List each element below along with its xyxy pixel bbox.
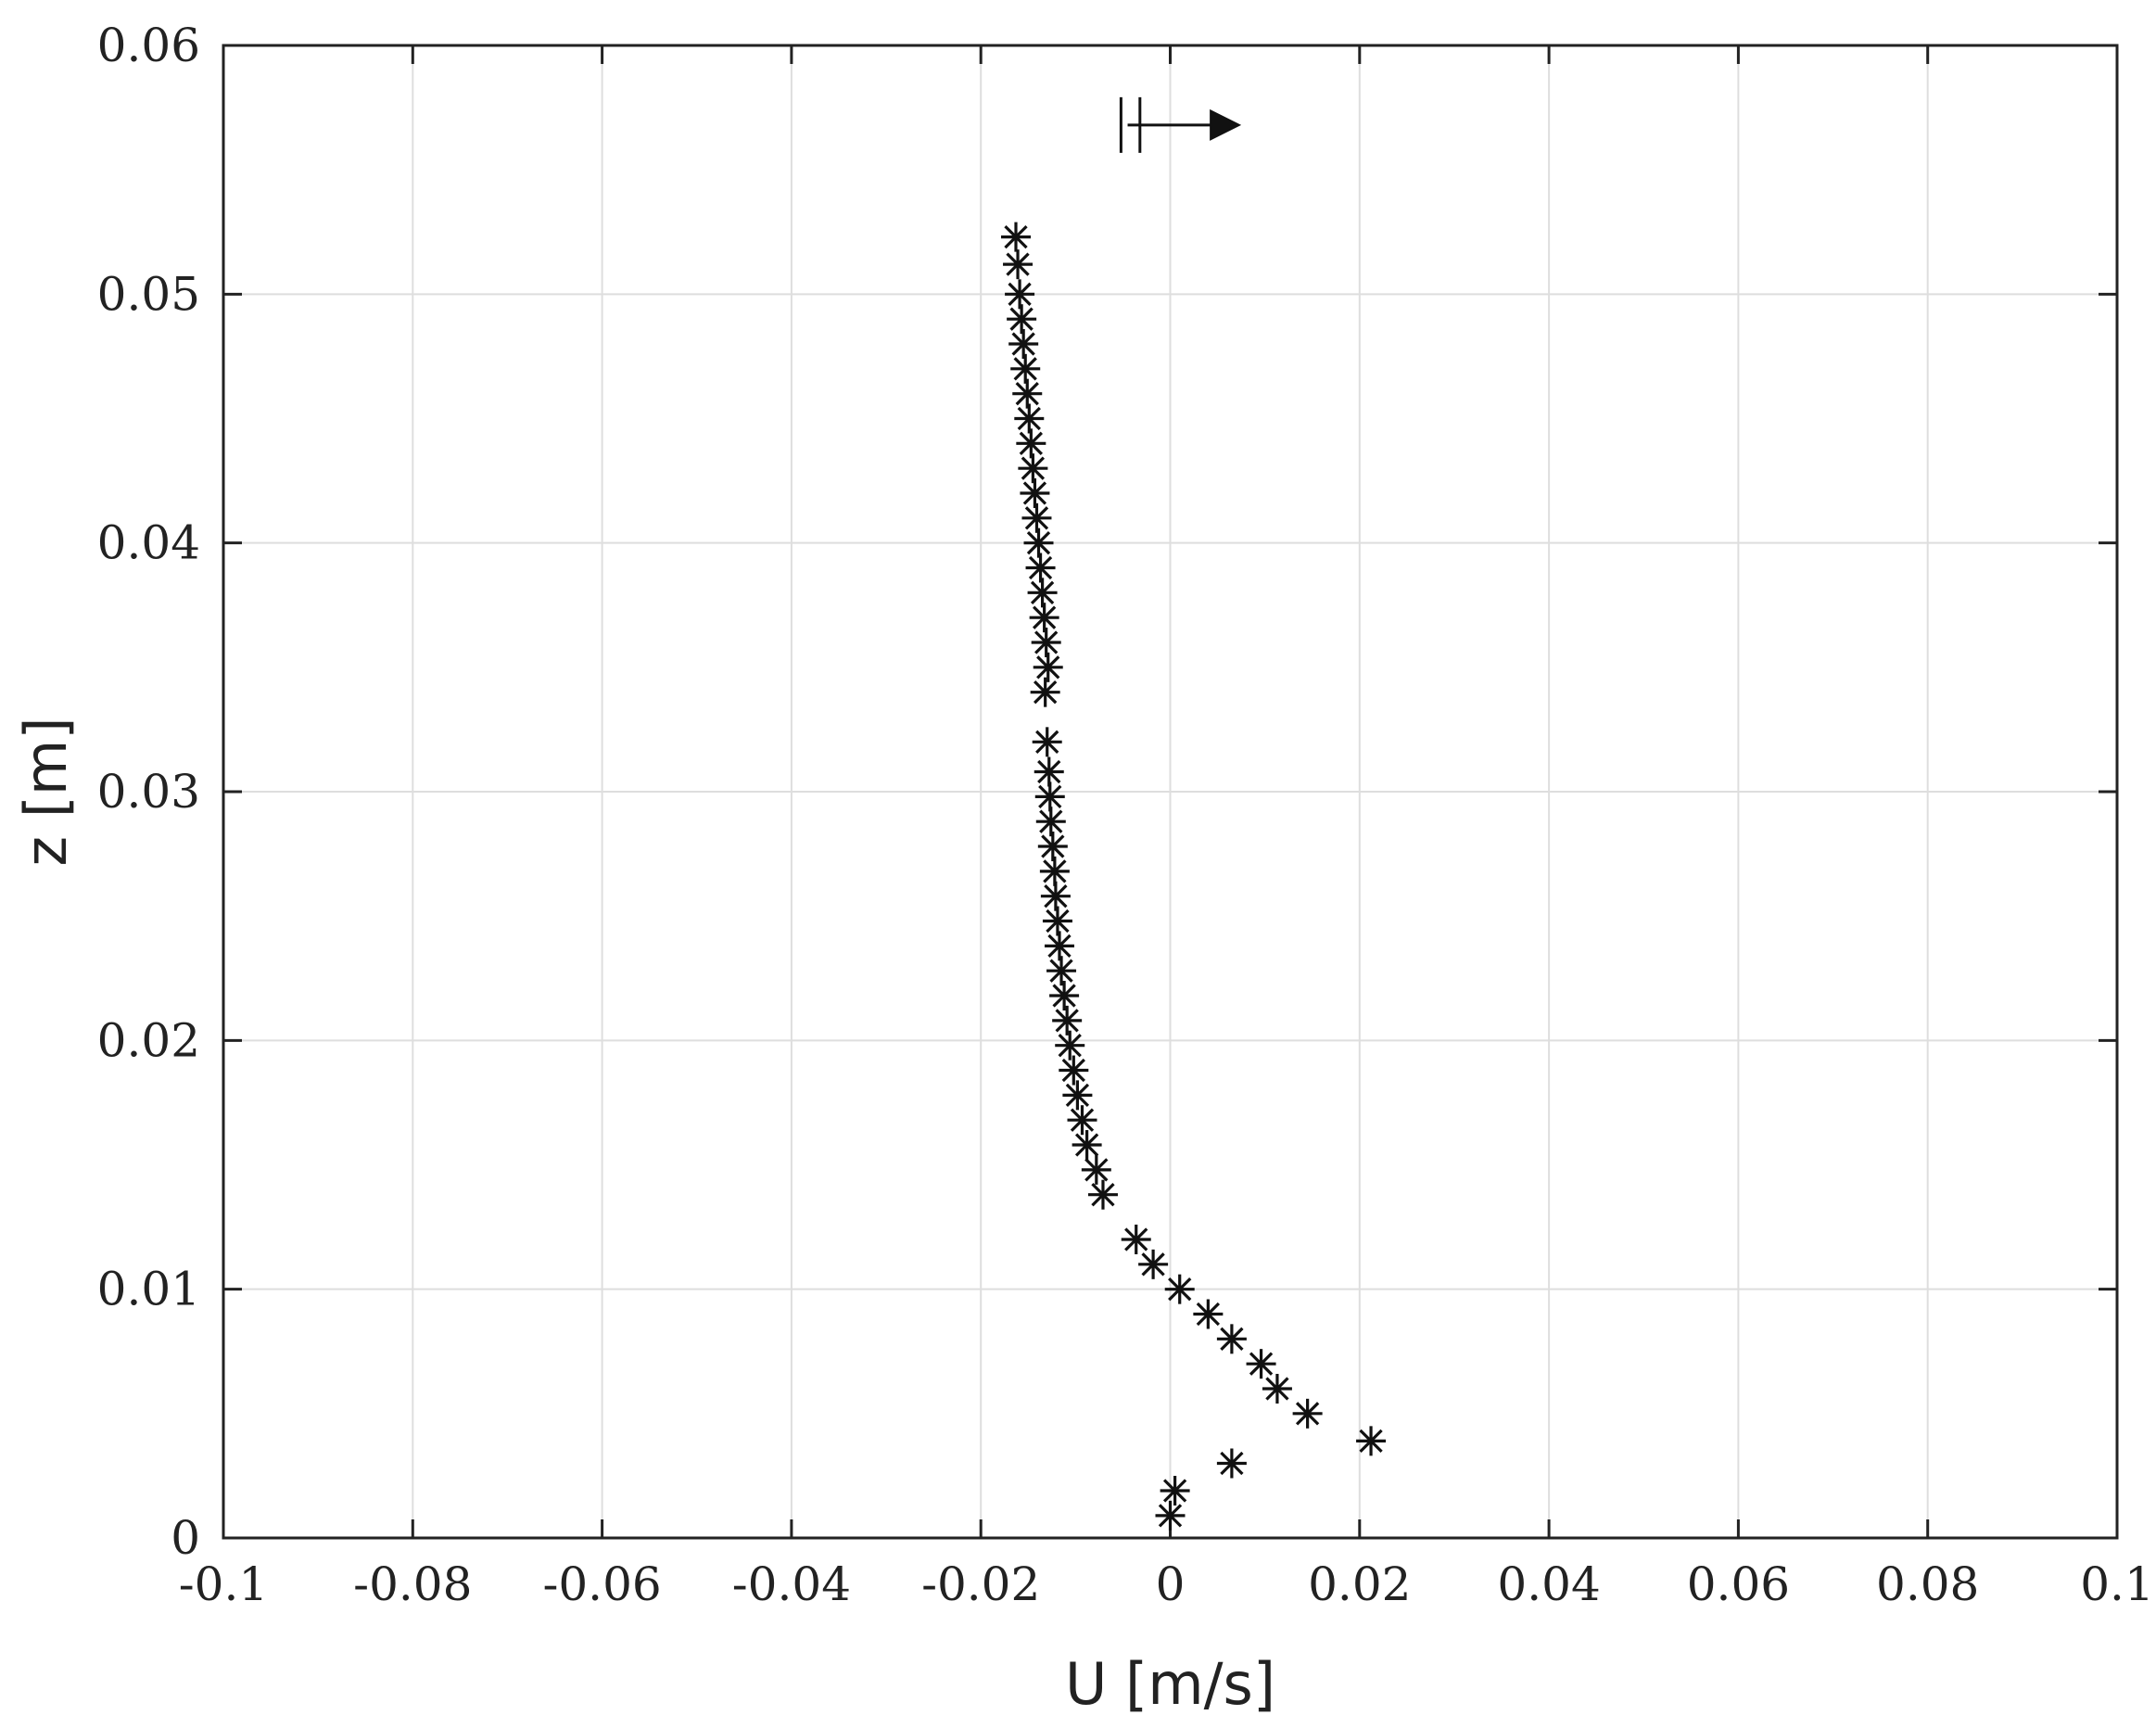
data-point xyxy=(1040,881,1071,911)
data-point xyxy=(1216,1324,1247,1354)
data-point xyxy=(1003,249,1034,280)
data-point xyxy=(1007,304,1037,335)
x-tick-label: 0.04 xyxy=(1497,1557,1600,1611)
arrow-head xyxy=(1210,108,1242,141)
data-point xyxy=(1037,832,1068,862)
y-tick-label: 0.03 xyxy=(97,765,200,819)
data-point xyxy=(1027,578,1058,608)
data-point xyxy=(1044,931,1074,961)
data-point xyxy=(1021,502,1052,533)
data-point xyxy=(1121,1225,1151,1254)
data-point xyxy=(1164,1274,1195,1304)
data-point xyxy=(1356,1426,1387,1456)
data-point xyxy=(1262,1374,1292,1404)
data-point xyxy=(1062,1080,1093,1111)
y-tick-label: 0.05 xyxy=(97,267,200,321)
y-tick-label: 0.06 xyxy=(97,19,200,72)
y-tick-label: 0 xyxy=(171,1511,200,1565)
data-point xyxy=(1023,527,1054,558)
data-point xyxy=(1160,1476,1190,1506)
x-tick-label: -0.02 xyxy=(921,1557,1040,1611)
data-point xyxy=(1029,603,1059,633)
x-tick-label: 0.06 xyxy=(1687,1557,1790,1611)
data-point xyxy=(1049,981,1080,1011)
data-point xyxy=(1055,1030,1085,1061)
x-axis-label: U [m/s] xyxy=(1065,1650,1275,1718)
x-tick-label: 0.08 xyxy=(1876,1557,1979,1611)
x-tick-label: -0.04 xyxy=(732,1557,851,1611)
axis-ticks xyxy=(222,44,2119,1540)
data-point xyxy=(1246,1349,1276,1379)
data-point xyxy=(1072,1130,1102,1161)
data-point xyxy=(1000,222,1031,252)
flow-direction-arrow xyxy=(1119,96,1242,153)
data-point xyxy=(1018,453,1048,484)
data-point xyxy=(1059,1055,1089,1086)
data-point xyxy=(1035,807,1066,837)
data-points xyxy=(1000,222,1387,1531)
data-point xyxy=(1067,1105,1097,1136)
data-point xyxy=(1034,781,1065,812)
data-point xyxy=(1138,1249,1169,1279)
data-point xyxy=(1012,378,1043,409)
data-point xyxy=(1025,553,1056,583)
data-point xyxy=(1032,727,1062,757)
data-point xyxy=(1193,1299,1224,1329)
data-point xyxy=(1039,856,1070,886)
y-tick-labels: 0 0.01 0.02 0.03 0.04 0.05 0.06 xyxy=(97,19,200,1565)
data-point xyxy=(1081,1154,1111,1185)
data-point xyxy=(1005,279,1035,310)
data-point xyxy=(1216,1448,1247,1479)
y-tick-label: 0.01 xyxy=(97,1263,200,1316)
x-tick-label: -0.1 xyxy=(179,1557,268,1611)
y-tick-label: 0.04 xyxy=(97,516,200,570)
x-tick-labels: -0.1 -0.08 -0.06 -0.04 -0.02 0 0.02 0.04 0.06 0.0… xyxy=(179,1557,2154,1611)
data-point xyxy=(1087,1179,1118,1210)
data-point xyxy=(1030,677,1060,707)
x-tick-label: 0.1 xyxy=(2080,1557,2154,1611)
data-point xyxy=(1033,652,1063,682)
data-point xyxy=(1016,428,1046,459)
data-point xyxy=(1292,1398,1323,1429)
data-point xyxy=(1046,956,1077,986)
data-point xyxy=(1034,756,1064,787)
y-tick-label: 0.02 xyxy=(97,1013,200,1067)
data-point xyxy=(1052,1005,1083,1036)
data-point xyxy=(1155,1500,1186,1531)
x-tick-label: 0 xyxy=(1156,1557,1186,1611)
data-point xyxy=(1008,329,1039,359)
data-point xyxy=(1020,478,1050,508)
x-tick-label: -0.06 xyxy=(542,1557,661,1611)
data-point xyxy=(1014,403,1045,434)
data-point xyxy=(1031,628,1061,657)
y-axis-label: z [m] xyxy=(12,717,80,866)
grid-lines xyxy=(223,45,2117,1538)
data-point xyxy=(1010,353,1041,384)
x-tick-label: -0.08 xyxy=(353,1557,472,1611)
x-tick-label: 0.02 xyxy=(1308,1557,1411,1611)
data-point xyxy=(1042,906,1072,936)
